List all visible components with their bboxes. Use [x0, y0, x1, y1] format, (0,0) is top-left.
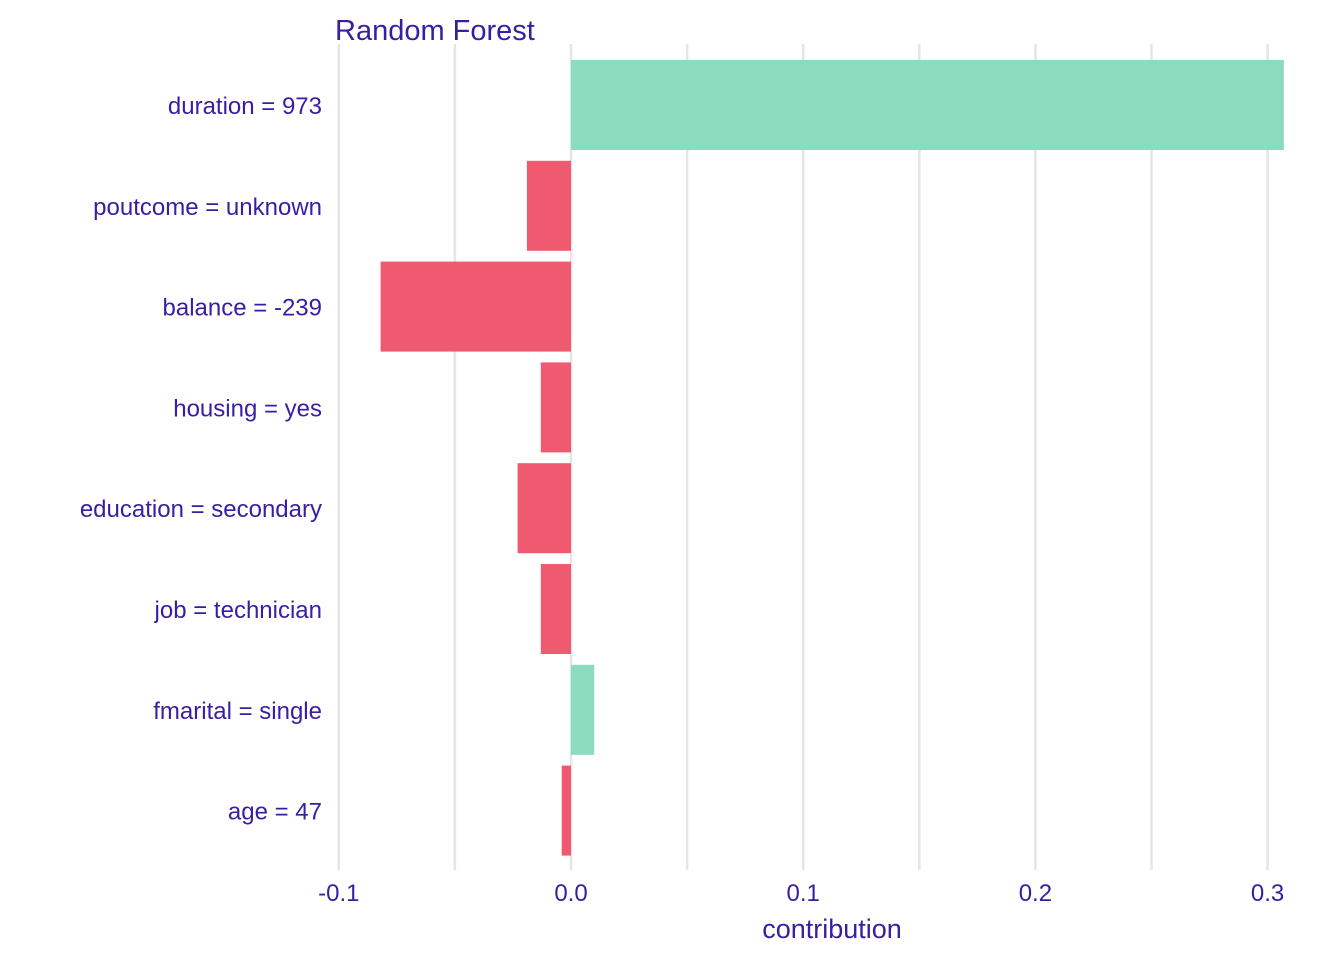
bar [571, 664, 595, 755]
x-tick-label: -0.1 [318, 880, 359, 907]
x-tick-label: 0.3 [1251, 880, 1284, 907]
bar [517, 463, 571, 554]
category-labels: duration = 973 poutcome = unknown balance … [80, 93, 322, 826]
bar [540, 564, 571, 654]
bar [571, 60, 1284, 150]
x-tick-label: 0.0 [554, 880, 587, 907]
category-label: balance = -239 [163, 295, 322, 322]
bar [561, 765, 571, 856]
x-axis-ticks: -0.1 0.0 0.1 0.2 0.3 [318, 880, 1284, 907]
bar [540, 362, 571, 453]
category-label: job = technician [154, 597, 322, 624]
chart-title: Random Forest [335, 15, 535, 47]
category-label: housing = yes [173, 395, 322, 422]
category-label: poutcome = unknown [93, 194, 322, 221]
x-tick-label: 0.1 [787, 880, 820, 907]
category-label: fmarital = single [153, 698, 322, 725]
bar [526, 160, 571, 251]
grid-lines [337, 44, 1269, 870]
category-label: age = 47 [228, 799, 322, 826]
bars [380, 60, 1284, 856]
bar [380, 261, 571, 352]
category-label: duration = 973 [168, 93, 322, 120]
category-label: education = secondary [80, 496, 322, 523]
x-tick-label: 0.2 [1019, 880, 1052, 907]
x-axis-title: contribution [762, 914, 902, 944]
